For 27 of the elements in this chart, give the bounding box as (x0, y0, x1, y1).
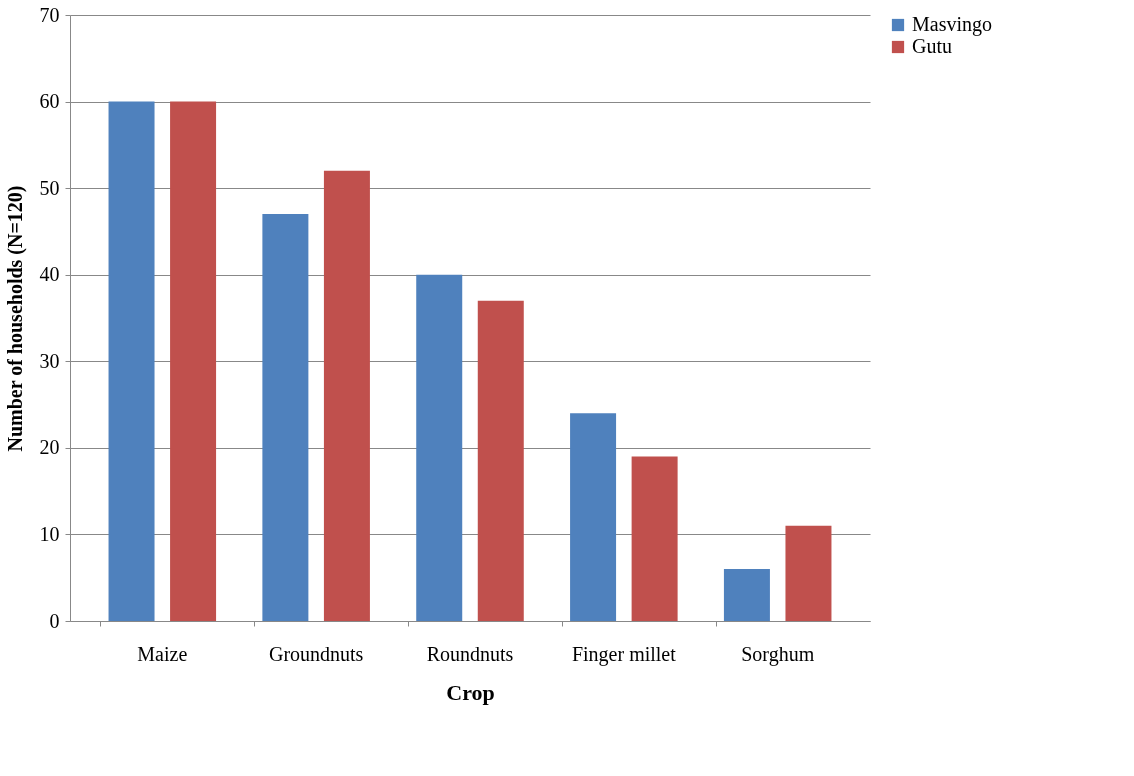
bar (570, 413, 617, 621)
bar (323, 170, 370, 621)
x-tick-label: Groundnuts (268, 642, 364, 665)
bar (416, 274, 463, 621)
legend-label: Masvingo (912, 13, 992, 36)
x-tick-label: Roundnuts (426, 642, 514, 665)
y-tick-label: 30 (39, 349, 60, 372)
y-tick-label: 40 (39, 263, 60, 286)
x-axis-title: Crop (446, 679, 495, 705)
y-tick-label: 0 (49, 609, 60, 632)
y-axis-title: Number of households (N=120) (3, 185, 27, 452)
bar (262, 214, 309, 621)
y-tick-label: 20 (39, 436, 60, 459)
bar (170, 101, 217, 621)
y-tick-label: 50 (39, 176, 60, 199)
x-tick-label: Finger millet (571, 642, 677, 666)
bar (723, 569, 770, 621)
bar (785, 525, 832, 621)
legend-label: Gutu (912, 35, 952, 57)
bar (477, 300, 524, 621)
x-tick-label: Sorghum (741, 642, 815, 666)
y-tick-label: 70 (39, 3, 60, 26)
bar (631, 456, 678, 621)
y-tick-label: 10 (39, 522, 60, 545)
y-tick-label: 60 (39, 90, 60, 113)
x-tick-label: Maize (137, 642, 188, 665)
bar (108, 101, 155, 621)
